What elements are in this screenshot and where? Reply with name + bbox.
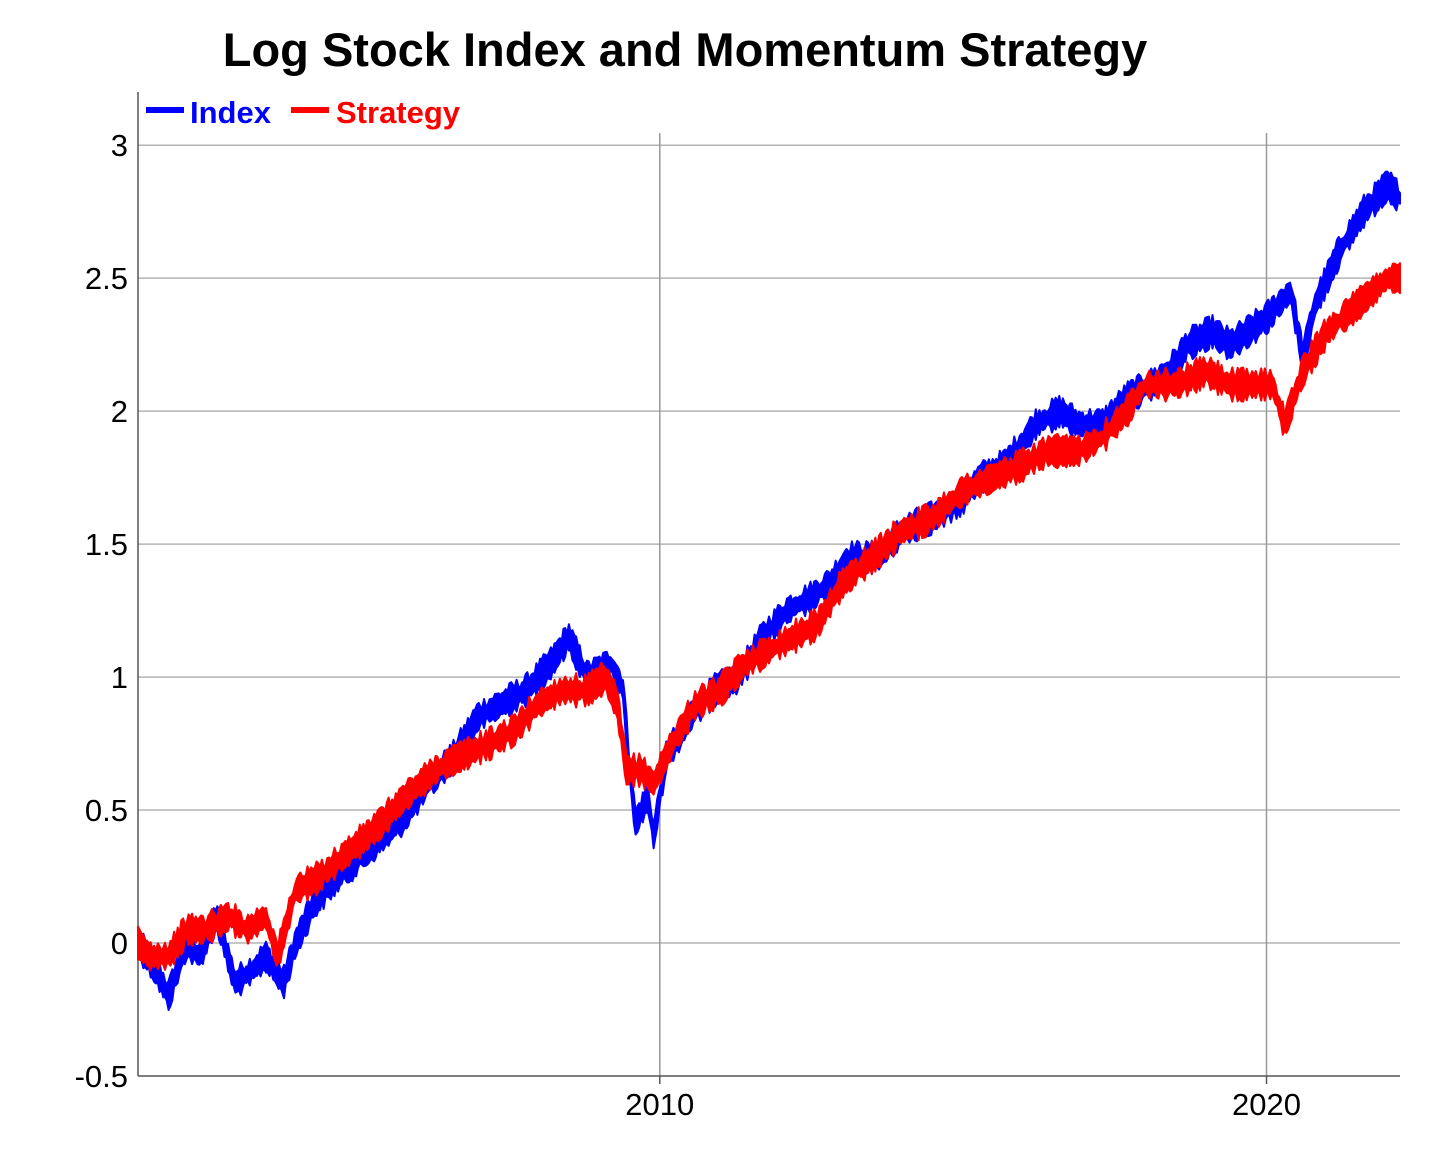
y-tick-label: 2.5 [85, 261, 128, 296]
grid [138, 133, 1400, 1076]
chart-title: Log Stock Index and Momentum Strategy [222, 23, 1148, 76]
x-tick-label: 2020 [1232, 1087, 1301, 1122]
legend-item-strategy: Strategy [291, 95, 461, 130]
y-tick-label: -0.5 [75, 1059, 128, 1094]
legend-label-index: Index [190, 95, 272, 130]
y-tick-label: 3 [111, 128, 128, 163]
tick-labels: -0.5 0 0.5 1 1.5 2 2.5 3 2010 2020 [75, 128, 1301, 1122]
legend-label-strategy: Strategy [336, 95, 461, 130]
legend: Index Strategy [146, 95, 461, 130]
y-tick-label: 0.5 [85, 793, 128, 828]
y-tick-label: 1 [111, 660, 128, 695]
axes [137, 92, 1400, 1077]
y-tick-label: 2 [111, 394, 128, 429]
x-tick-label: 2010 [625, 1087, 694, 1122]
series-strategy-line [137, 262, 1401, 972]
legend-item-index: Index [146, 95, 272, 130]
y-tick-label: 1.5 [85, 527, 128, 562]
series-index-line [137, 170, 1401, 1011]
series [137, 170, 1401, 1011]
y-tick-label: 0 [111, 926, 128, 961]
